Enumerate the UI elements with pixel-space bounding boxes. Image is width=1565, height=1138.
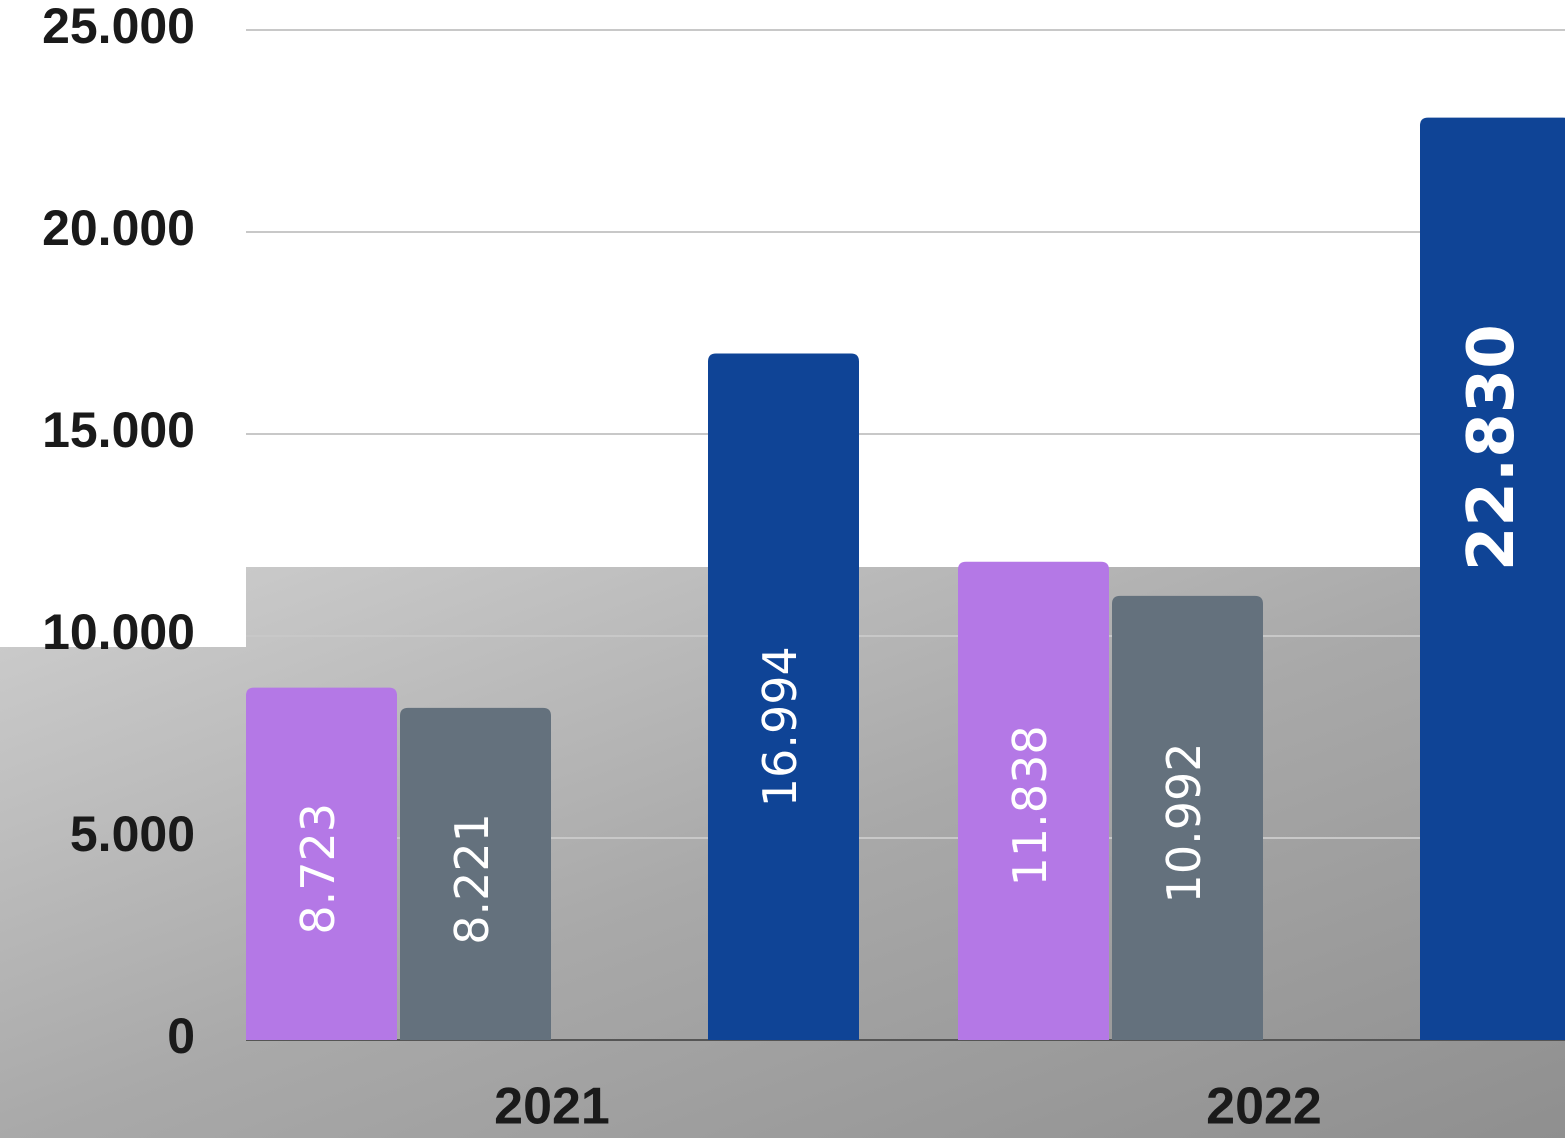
y-tick-label: 0 <box>167 1008 195 1064</box>
value-label: 10.992 <box>1157 742 1211 903</box>
value-label: 8.221 <box>445 813 499 945</box>
bar <box>1420 118 1565 1040</box>
y-tick-label: 25.000 <box>42 0 195 54</box>
y-tick-label: 15.000 <box>42 402 195 458</box>
chart: 0 5.000 10.000 15.000 20.000 25.000 2021 8.723 8… <box>0 0 1565 1138</box>
y-tick-label: 20.000 <box>42 200 195 256</box>
value-label: 22.830 <box>1455 324 1529 571</box>
x-tick-label: 2022 <box>1206 1078 1322 1136</box>
value-label: 16.994 <box>753 646 807 807</box>
x-tick-label: 2021 <box>494 1078 610 1136</box>
y-tick-label: 5.000 <box>70 806 195 862</box>
value-label: 8.723 <box>291 803 345 935</box>
value-label: 11.838 <box>1003 725 1057 886</box>
y-tick-label: 10.000 <box>42 604 195 660</box>
